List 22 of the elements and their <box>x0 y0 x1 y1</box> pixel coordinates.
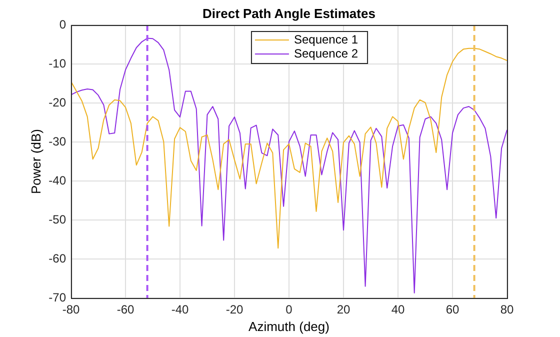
x-tick-label: 40 <box>391 302 405 317</box>
y-tick-label: -50 <box>48 212 66 226</box>
y-tick-label: -10 <box>48 56 66 70</box>
y-tick-label: 0 <box>59 17 66 32</box>
y-tick-label: -60 <box>48 251 66 266</box>
y-axis-title: Power (dB) <box>28 128 44 194</box>
x-axis-title: Azimuth (deg) <box>248 319 330 334</box>
legend-label: Sequence 1 <box>294 32 358 46</box>
x-tick-label: -80 <box>62 302 80 317</box>
y-tick-label: -40 <box>48 173 66 188</box>
x-tick-label: 20 <box>336 302 350 317</box>
x-tick-label: -40 <box>171 302 189 317</box>
y-tick-label: -30 <box>48 134 66 148</box>
x-tick-label: -20 <box>226 302 244 317</box>
x-tick-label: -60 <box>116 302 134 317</box>
x-tick-label: 60 <box>446 302 460 317</box>
x-tick-label: 0 <box>286 302 293 317</box>
y-tick-label: -70 <box>48 290 66 304</box>
chart-title: Direct Path Angle Estimates <box>202 6 376 22</box>
legend-label: Sequence 2 <box>294 46 358 60</box>
y-tick-label: -20 <box>48 95 66 110</box>
x-tick-label: 80 <box>500 302 514 317</box>
